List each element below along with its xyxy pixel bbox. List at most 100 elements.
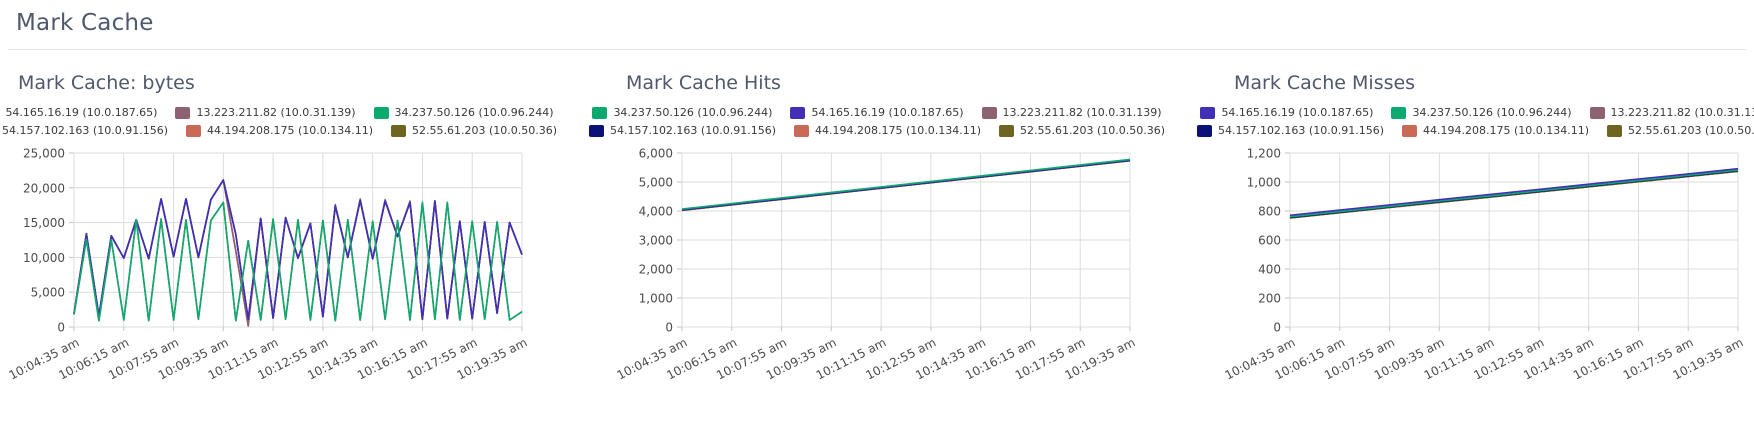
y-tick-label: 2,000 [639,263,673,277]
legend-label: 52.55.61.203 (10.0.50.36) [412,124,558,137]
y-tick-label: 25,000 [23,147,65,161]
legend-swatch-icon [588,124,604,137]
legend-item[interactable]: 54.157.102.163 (10.0.91.156) [0,124,168,137]
legend-row: 34.237.50.126 (10.0.96.244) 54.165.16.19 … [592,106,1162,119]
legend-label: 44.194.208.175 (10.0.134.11) [1422,124,1590,137]
legend-item[interactable]: 13.223.211.82 (10.0.31.139) [1589,106,1754,119]
charts-row: Mark Cache: bytes 54.165.16.19 (10.0.187… [0,50,1754,387]
y-tick-label: 0 [57,321,65,335]
legend-label: 44.194.208.175 (10.0.134.11) [814,124,982,137]
legend-label: 54.165.16.19 (10.0.187.65) [5,106,158,119]
legend-swatch-icon [185,124,201,137]
legend-row: 54.165.16.19 (10.0.187.65) 34.237.50.126 … [1200,106,1754,119]
y-tick-label: 1,200 [1247,147,1281,161]
legend-swatch-icon [1401,124,1417,137]
legend-item[interactable]: 34.237.50.126 (10.0.96.244) [373,106,554,119]
legend-label: 34.237.50.126 (10.0.96.244) [394,106,554,119]
y-tick-label: 5,000 [31,286,65,300]
chart-title: Mark Cache Hits [626,72,781,94]
y-tick-label: 1,000 [639,292,673,306]
legend-label: 34.237.50.126 (10.0.96.244) [613,106,773,119]
legend: 54.165.16.19 (10.0.187.65) 34.237.50.126 … [1196,106,1754,139]
chart-panel-mark-cache-hits: Mark Cache Hits 34.237.50.126 (10.0.96.2… [588,62,1165,387]
legend-row: 54.165.16.19 (10.0.187.65) 13.223.211.82 … [0,106,554,119]
legend-swatch-icon [1200,106,1216,119]
legend-row: 54.157.102.163 (10.0.91.156) 44.194.208.1… [588,124,1165,137]
legend-swatch-icon [592,106,608,119]
legend-label: 13.223.211.82 (10.0.31.139) [196,106,356,119]
legend-label: 13.223.211.82 (10.0.31.139) [1002,106,1162,119]
series-line [73,179,523,321]
legend-label: 52.55.61.203 (10.0.50.36) [1628,124,1754,137]
chart-canvas: 01,0002,0003,0004,0005,0006,00010:04:35 … [615,147,1138,383]
legend-item[interactable]: 13.223.211.82 (10.0.31.139) [175,106,356,119]
legend: 54.165.16.19 (10.0.187.65) 13.223.211.82 … [2,106,557,139]
y-tick-label: 1,000 [1247,176,1281,190]
legend-swatch-icon [1607,124,1623,137]
legend-label: 54.157.102.163 (10.0.91.156) [1217,124,1384,137]
legend-item[interactable]: 54.165.16.19 (10.0.187.65) [790,106,964,119]
series-line [1289,167,1739,217]
series-line [73,201,523,322]
legend-row: 54.157.102.163 (10.0.91.156) 44.194.208.1… [1196,124,1754,137]
legend-swatch-icon [793,124,809,137]
page-title: Mark Cache [16,10,154,36]
series-line [681,158,1131,210]
legend: 34.237.50.126 (10.0.96.244) 54.165.16.19 … [588,106,1165,139]
y-tick-label: 10,000 [23,251,65,265]
legend-item[interactable]: 54.165.16.19 (10.0.187.65) [1200,106,1373,119]
legend-item[interactable]: 54.165.16.19 (10.0.187.65) [0,106,157,119]
chart-panel-mark-cache-bytes: Mark Cache: bytes 54.165.16.19 (10.0.187… [2,62,557,387]
legend-label: 54.157.102.163 (10.0.91.156) [609,124,776,137]
legend-swatch-icon [790,106,806,119]
y-tick-label: 3,000 [639,234,673,248]
legend-item[interactable]: 44.194.208.175 (10.0.134.11) [185,124,374,137]
legend-label: 44.194.208.175 (10.0.134.11) [206,124,374,137]
legend-label: 54.157.102.163 (10.0.91.156) [1,124,168,137]
legend-item[interactable]: 52.55.61.203 (10.0.50.36) [999,124,1165,137]
legend-item[interactable]: 54.157.102.163 (10.0.91.156) [1196,124,1384,137]
y-tick-label: 0 [665,321,673,335]
chart-panel-mark-cache-misses: Mark Cache Misses 54.165.16.19 (10.0.187… [1196,62,1754,387]
legend-swatch-icon [999,124,1015,137]
legend-swatch-icon [1196,124,1212,137]
legend-item[interactable]: 34.237.50.126 (10.0.96.244) [592,106,772,119]
y-tick-label: 6,000 [639,147,673,161]
page-header: Mark Cache [8,0,1746,50]
y-tick-label: 600 [1258,234,1281,248]
legend-item[interactable]: 44.194.208.175 (10.0.134.11) [793,124,982,137]
y-tick-label: 800 [1258,205,1281,219]
legend-label: 52.55.61.203 (10.0.50.36) [1020,124,1166,137]
y-tick-label: 4,000 [639,205,673,219]
legend-label: 54.165.16.19 (10.0.187.65) [1221,106,1374,119]
series-line [1289,169,1739,218]
legend-swatch-icon [391,124,407,137]
legend-label: 13.223.211.82 (10.0.31.139) [1610,106,1754,119]
y-tick-label: 15,000 [23,216,65,230]
y-tick-label: 20,000 [23,181,65,195]
series-line [73,179,523,321]
legend-swatch-icon [1391,106,1407,119]
chart-title: Mark Cache: bytes [18,72,195,94]
legend-label: 54.165.16.19 (10.0.187.65) [811,106,964,119]
y-tick-label: 5,000 [639,176,673,190]
y-tick-label: 400 [1258,263,1281,277]
chart-title: Mark Cache Misses [1234,72,1416,94]
legend-swatch-icon [175,106,191,119]
legend-item[interactable]: 34.237.50.126 (10.0.96.244) [1391,106,1572,119]
legend-item[interactable]: 13.223.211.82 (10.0.31.139) [981,106,1162,119]
series-line [73,179,523,327]
legend-swatch-icon [1589,106,1605,119]
legend-item[interactable]: 52.55.61.203 (10.0.50.36) [391,124,557,137]
series-line [73,179,523,327]
y-tick-label: 0 [1273,321,1281,335]
legend-item[interactable]: 52.55.61.203 (10.0.50.36) [1607,124,1754,137]
y-tick-label: 200 [1258,292,1281,306]
legend-label: 34.237.50.126 (10.0.96.244) [1412,106,1572,119]
legend-item[interactable]: 54.157.102.163 (10.0.91.156) [588,124,776,137]
legend-row: 54.157.102.163 (10.0.91.156) 44.194.208.1… [0,124,557,137]
legend-item[interactable]: 44.194.208.175 (10.0.134.11) [1401,124,1590,137]
legend-swatch-icon [373,106,389,119]
